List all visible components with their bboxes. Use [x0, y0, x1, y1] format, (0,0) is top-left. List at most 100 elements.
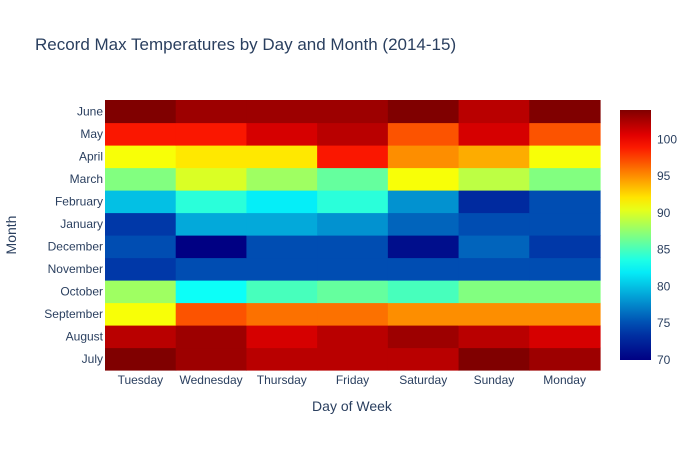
- heatmap-cell: [387, 325, 460, 349]
- chart-title: Record Max Temperatures by Day and Month…: [35, 35, 456, 54]
- heatmap-cell: [317, 212, 389, 236]
- heatmap-cell: [317, 122, 389, 146]
- heatmap-cell: [105, 347, 177, 371]
- x-tick-label: Sunday: [474, 373, 515, 387]
- heatmap-cell: [175, 302, 248, 326]
- heatmap-cell: [105, 280, 177, 304]
- heatmap-cell: [105, 100, 177, 124]
- heatmap-cell: [387, 212, 460, 236]
- y-tick-label: August: [66, 329, 104, 343]
- y-axis-title: Month: [3, 216, 19, 255]
- heatmap-cell: [105, 122, 177, 146]
- heatmap-cell: [458, 100, 530, 124]
- heatmap-cell: [458, 212, 530, 236]
- heatmap-cell: [246, 257, 318, 281]
- heatmap-cell: [246, 167, 318, 191]
- heatmap-cell: [387, 100, 460, 124]
- heatmap-cell: [529, 167, 601, 191]
- heatmap-cell: [246, 235, 318, 259]
- x-tick-label: Tuesday: [118, 373, 164, 387]
- colorbar-tick-label: 70: [657, 353, 671, 367]
- heatmap-cell: [175, 257, 248, 281]
- heatmap-cell: [317, 190, 389, 214]
- heatmap-cell: [317, 145, 389, 169]
- y-axis-ticks: July August September October November Decemb…: [44, 104, 103, 366]
- heatmap-cell: [317, 235, 389, 259]
- heatmap-cell: [105, 302, 177, 326]
- heatmap-cell: [175, 190, 248, 214]
- heatmap-cell: [529, 257, 601, 281]
- heatmap-cell: [387, 190, 460, 214]
- y-tick-label: May: [80, 127, 103, 141]
- heatmap-cell: [317, 100, 389, 124]
- heatmap-cell: [105, 145, 177, 169]
- x-tick-label: Saturday: [399, 373, 447, 387]
- x-axis-ticks: Tuesday Wednesday Thursday Friday Saturday Su…: [118, 373, 586, 387]
- y-tick-label: March: [70, 172, 103, 186]
- heatmap-cell: [246, 100, 318, 124]
- heatmap-cell: [529, 347, 601, 371]
- heatmap-cell: [529, 190, 601, 214]
- y-tick-label: November: [48, 262, 103, 276]
- heatmap-cell: [317, 347, 389, 371]
- x-tick-label: Thursday: [257, 373, 307, 387]
- x-axis-title: Day of Week: [312, 398, 393, 414]
- heatmap-cell: [458, 145, 530, 169]
- heatmap-cell: [317, 167, 389, 191]
- heatmap-cell: [387, 235, 460, 259]
- heatmap-cell: [246, 302, 318, 326]
- x-tick-label: Wednesday: [179, 373, 242, 387]
- heatmap-cells: [105, 100, 601, 371]
- heatmap-cell: [175, 347, 248, 371]
- heatmap-cell: [105, 235, 177, 259]
- x-tick-label: Monday: [543, 373, 586, 387]
- heatmap-cell: [458, 280, 530, 304]
- heatmap-cell: [458, 257, 530, 281]
- heatmap-cell: [529, 325, 601, 349]
- colorbar-tick-label: 90: [657, 206, 671, 220]
- heatmap-cell: [387, 167, 460, 191]
- heatmap-cell: [175, 212, 248, 236]
- heatmap-cell: [387, 280, 460, 304]
- heatmap-cell: [246, 325, 318, 349]
- heatmap-cell: [387, 302, 460, 326]
- heatmap-cell: [529, 212, 601, 236]
- heatmap-cell: [529, 122, 601, 146]
- heatmap-cell: [317, 257, 389, 281]
- heatmap-cell: [105, 325, 177, 349]
- heatmap-cell: [529, 280, 601, 304]
- heatmap-cell: [458, 235, 530, 259]
- y-tick-label: April: [79, 149, 103, 163]
- heatmap-cell: [317, 280, 389, 304]
- heatmap-cell: [458, 190, 530, 214]
- heatmap-cell: [317, 302, 389, 326]
- y-tick-label: December: [48, 239, 103, 253]
- heatmap-cell: [387, 145, 460, 169]
- heatmap-cell: [105, 212, 177, 236]
- heatmap-cell: [458, 325, 530, 349]
- heatmap-cell: [246, 212, 318, 236]
- heatmap-cell: [387, 257, 460, 281]
- heatmap-cell: [458, 167, 530, 191]
- colorbar: [620, 110, 651, 360]
- heatmap-cell: [246, 145, 318, 169]
- heatmap-cell: [175, 122, 248, 146]
- y-tick-label: January: [60, 217, 103, 231]
- heatmap-cell: [387, 347, 460, 371]
- x-tick-label: Friday: [336, 373, 369, 387]
- heatmap-cell: [387, 122, 460, 146]
- heatmap-cell: [246, 190, 318, 214]
- y-tick-label: February: [55, 194, 103, 208]
- heatmap-cell: [246, 122, 318, 146]
- heatmap-cell: [458, 122, 530, 146]
- heatmap-cell: [175, 100, 248, 124]
- heatmap-cell: [175, 325, 248, 349]
- colorbar-ticks: 70 75 80 85 90 95 100: [657, 132, 677, 367]
- heatmap-cell: [529, 145, 601, 169]
- y-tick-label: July: [82, 352, 103, 366]
- y-tick-label: June: [77, 104, 103, 118]
- colorbar-tick-label: 95: [657, 169, 671, 183]
- heatmap-cell: [175, 167, 248, 191]
- heatmap-cell: [105, 257, 177, 281]
